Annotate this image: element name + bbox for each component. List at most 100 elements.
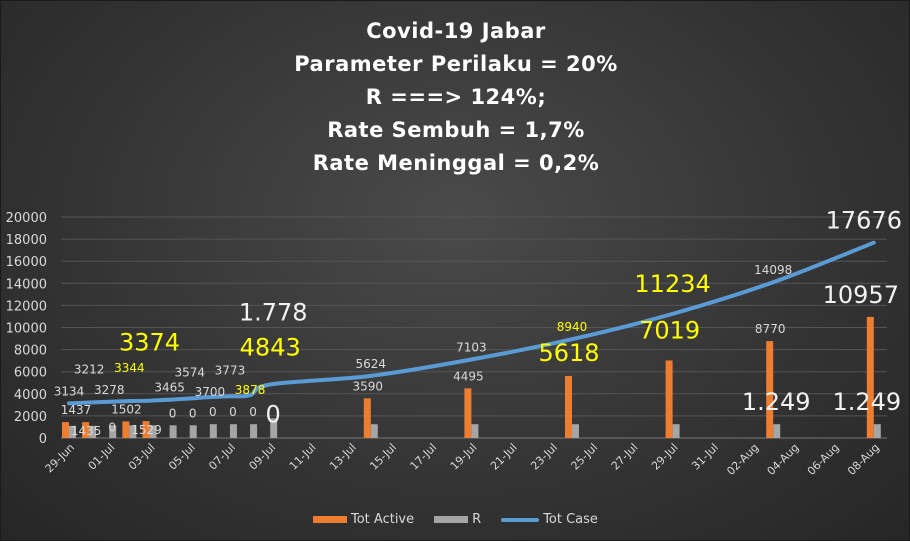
legend-swatch	[313, 516, 347, 523]
bar-r	[149, 425, 157, 438]
bar-r	[572, 424, 579, 438]
data-label: 3700	[195, 385, 226, 399]
data-label: 17676	[826, 207, 902, 235]
data-label: 1435	[71, 424, 102, 438]
bar-tot-active	[665, 360, 673, 438]
title-line: Rate Meninggal = 0,2%	[312, 151, 600, 175]
y-tick-label: 8000	[14, 344, 47, 359]
data-label: 4843	[240, 333, 301, 361]
bar-r	[773, 424, 781, 438]
x-tick-label: 13-Jul	[327, 441, 359, 473]
bar-r	[370, 424, 378, 438]
x-tick-label: 25-Jul	[569, 441, 601, 473]
data-label: 14098	[754, 263, 792, 277]
y-tick-label: 14000	[6, 277, 47, 292]
x-tick-label: 15-Jul	[367, 441, 399, 473]
data-label: 3278	[94, 383, 125, 397]
y-tick-label: 18000	[6, 233, 47, 248]
bar-tot-active	[766, 341, 774, 438]
bar-tot-active	[62, 422, 69, 438]
data-label: 5618	[538, 339, 599, 367]
legend-label: Tot Active	[351, 512, 415, 527]
y-tick-label: 2000	[14, 410, 47, 425]
data-label: 7103	[456, 341, 487, 355]
data-label: 0	[209, 405, 217, 419]
bar-tot-active	[82, 422, 90, 438]
data-label: 3134	[54, 384, 85, 398]
x-tick-label: 01-Jul	[86, 441, 118, 473]
data-label: 3465	[154, 381, 185, 395]
x-tick-label: 03-Jul	[126, 441, 158, 473]
data-label: 1.249	[832, 388, 901, 416]
data-label: 0	[108, 420, 116, 434]
bar-r	[270, 418, 278, 438]
legend-item-tot-active[interactable]: Tot Active	[313, 512, 414, 527]
y-tick-label: 10000	[6, 322, 47, 337]
data-label: 4495	[453, 369, 484, 383]
y-tick-label: 6000	[14, 366, 47, 381]
data-label: 3344	[114, 361, 145, 375]
bar-r	[129, 425, 137, 438]
data-label: 0	[266, 400, 281, 428]
bar-r	[109, 425, 117, 438]
legend-item-tot-case[interactable]: Tot Case	[501, 512, 598, 527]
data-label: 0	[249, 405, 257, 419]
x-tick-label: 08-Aug	[845, 441, 882, 478]
bar-r	[69, 425, 76, 438]
x-tick-label: 04-Aug	[765, 441, 802, 478]
x-tick-label: 29-Jun	[43, 441, 78, 476]
x-tick-label: 23-Jul	[528, 441, 560, 473]
bar-r	[672, 424, 680, 438]
x-tick-label: 02-Aug	[724, 441, 761, 478]
x-tick-label: 07-Jul	[206, 441, 238, 473]
data-label: 0	[189, 406, 197, 420]
x-tick-label: 21-Jul	[488, 441, 520, 473]
bar-tot-active	[142, 421, 150, 438]
bar-r	[873, 424, 881, 438]
data-label: 11234	[634, 270, 710, 298]
data-label: 3590	[353, 379, 384, 393]
legend-item-r[interactable]: R	[434, 512, 481, 527]
x-tick-label: 06-Aug	[805, 441, 842, 478]
bar-r	[89, 425, 97, 438]
data-label: 0	[169, 406, 177, 420]
data-label: 1437	[61, 403, 92, 417]
data-label: 1.778	[239, 298, 308, 326]
x-tick-label: 05-Jul	[166, 441, 198, 473]
x-tick-label: 09-Jul	[247, 441, 279, 473]
x-tick-label: 29-Jul	[649, 441, 681, 473]
data-label: 8770	[755, 322, 786, 336]
line-tot-case	[67, 240, 876, 406]
title-line: Covid-19 Jabar	[366, 19, 546, 43]
y-tick-label: 12000	[6, 299, 47, 314]
bar-tot-active	[464, 388, 472, 438]
title-line: Rate Sembuh = 1,7%	[327, 118, 585, 142]
x-tick-label: 11-Jul	[287, 441, 319, 473]
data-label: 3212	[74, 363, 105, 377]
bar-tot-active	[565, 375, 572, 438]
bar-r	[229, 424, 237, 438]
legend-swatch	[434, 516, 469, 523]
y-tick-label: 4000	[14, 388, 47, 403]
chart-title: Covid-19 Jabar Parameter Perilaku = 20% …	[1, 15, 910, 180]
y-tick-label: 20000	[6, 211, 47, 226]
data-label: 1.249	[742, 388, 811, 416]
bar-tot-active	[122, 421, 130, 438]
data-label: 3773	[215, 363, 246, 377]
bar-r	[169, 425, 177, 438]
data-label: 7019	[639, 316, 700, 344]
bar-r	[189, 425, 197, 438]
data-label: 10957	[823, 281, 899, 309]
legend-label: Tot Case	[543, 512, 598, 527]
bar-r	[250, 424, 258, 438]
bar-r	[471, 424, 479, 438]
y-tick-label: 0	[39, 432, 47, 447]
legend: Tot Active R Tot Case	[313, 512, 598, 527]
bar-r	[209, 424, 217, 438]
data-label: 3574	[174, 366, 205, 380]
x-tick-label: 27-Jul	[609, 441, 641, 473]
data-label: 8940	[557, 320, 588, 334]
y-tick-label: 16000	[6, 255, 47, 270]
